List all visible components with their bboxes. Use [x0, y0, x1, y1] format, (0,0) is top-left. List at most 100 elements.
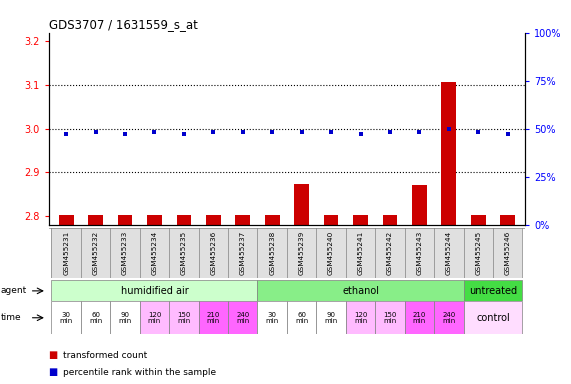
Bar — [464, 301, 522, 334]
Text: 240
min: 240 min — [442, 311, 456, 324]
Bar — [346, 228, 375, 278]
Text: GSM455244: GSM455244 — [446, 231, 452, 275]
Bar — [500, 215, 515, 225]
Text: 60
min: 60 min — [295, 311, 308, 324]
Text: GSM455231: GSM455231 — [63, 231, 69, 275]
Text: GDS3707 / 1631559_s_at: GDS3707 / 1631559_s_at — [49, 18, 198, 31]
Text: ethanol: ethanol — [342, 286, 379, 296]
Bar — [464, 228, 493, 278]
Point — [62, 131, 71, 137]
Text: GSM455232: GSM455232 — [93, 231, 99, 275]
Point — [385, 129, 395, 136]
Point — [356, 131, 365, 137]
Text: 120
min: 120 min — [354, 311, 367, 324]
Point — [444, 126, 453, 132]
Bar — [235, 215, 250, 225]
Bar — [169, 301, 199, 334]
Bar — [169, 228, 199, 278]
Bar — [258, 301, 287, 334]
Point — [415, 129, 424, 136]
Bar — [89, 215, 103, 225]
Bar — [147, 215, 162, 225]
Text: 120
min: 120 min — [148, 311, 161, 324]
Text: GSM455234: GSM455234 — [151, 231, 158, 275]
Text: 30
min: 30 min — [266, 311, 279, 324]
Text: 90
min: 90 min — [324, 311, 337, 324]
Text: 30
min: 30 min — [59, 311, 73, 324]
Bar — [316, 301, 346, 334]
Text: agent: agent — [1, 286, 27, 295]
Bar — [405, 301, 434, 334]
Bar — [464, 280, 522, 301]
Bar — [294, 184, 309, 225]
Text: 60
min: 60 min — [89, 311, 102, 324]
Text: GSM455238: GSM455238 — [269, 231, 275, 275]
Bar — [316, 228, 346, 278]
Text: GSM455242: GSM455242 — [387, 231, 393, 275]
Text: GSM455240: GSM455240 — [328, 231, 334, 275]
Text: 150
min: 150 min — [383, 311, 397, 324]
Bar — [471, 215, 485, 225]
Text: control: control — [476, 313, 510, 323]
Point — [209, 129, 218, 136]
Text: GSM455235: GSM455235 — [181, 231, 187, 275]
Bar — [110, 228, 140, 278]
Text: percentile rank within the sample: percentile rank within the sample — [63, 368, 216, 377]
Bar — [140, 228, 169, 278]
Bar — [59, 215, 74, 225]
Point — [327, 129, 336, 136]
Point — [150, 129, 159, 136]
Bar — [51, 228, 81, 278]
Text: 240
min: 240 min — [236, 311, 250, 324]
Text: time: time — [1, 313, 21, 322]
Bar — [375, 301, 405, 334]
Bar — [493, 228, 522, 278]
Point — [268, 129, 277, 136]
Bar — [353, 215, 368, 225]
Bar — [375, 228, 405, 278]
Text: GSM455243: GSM455243 — [416, 231, 423, 275]
Point — [91, 129, 100, 136]
Text: transformed count: transformed count — [63, 351, 147, 360]
Text: ■: ■ — [49, 367, 58, 377]
Bar — [434, 301, 464, 334]
Point — [120, 131, 130, 137]
Point — [474, 129, 483, 136]
Text: untreated: untreated — [469, 286, 517, 296]
Bar — [199, 228, 228, 278]
Bar — [287, 228, 316, 278]
Bar — [258, 280, 464, 301]
Point — [503, 131, 512, 137]
Bar — [81, 301, 110, 334]
Text: GSM455246: GSM455246 — [505, 231, 510, 275]
Bar — [118, 215, 132, 225]
Bar — [51, 301, 81, 334]
Bar — [228, 301, 258, 334]
Bar — [110, 301, 140, 334]
Point — [297, 129, 306, 136]
Bar — [140, 301, 169, 334]
Text: GSM455239: GSM455239 — [299, 231, 305, 275]
Text: humidified air: humidified air — [120, 286, 188, 296]
Text: GSM455233: GSM455233 — [122, 231, 128, 275]
Bar — [228, 228, 258, 278]
Text: GSM455236: GSM455236 — [210, 231, 216, 275]
Bar — [287, 301, 316, 334]
Bar — [346, 301, 375, 334]
Bar — [258, 228, 287, 278]
Text: GSM455237: GSM455237 — [240, 231, 246, 275]
Text: 210
min: 210 min — [413, 311, 426, 324]
Text: GSM455241: GSM455241 — [357, 231, 364, 275]
Bar — [441, 81, 456, 225]
Text: GSM455245: GSM455245 — [475, 231, 481, 275]
Bar — [51, 280, 258, 301]
Text: 90
min: 90 min — [118, 311, 132, 324]
Text: 150
min: 150 min — [177, 311, 191, 324]
Point — [238, 129, 247, 136]
Bar — [199, 301, 228, 334]
Bar — [81, 228, 110, 278]
Bar — [412, 185, 427, 225]
Bar — [324, 215, 339, 225]
Bar — [434, 228, 464, 278]
Bar — [265, 215, 280, 225]
